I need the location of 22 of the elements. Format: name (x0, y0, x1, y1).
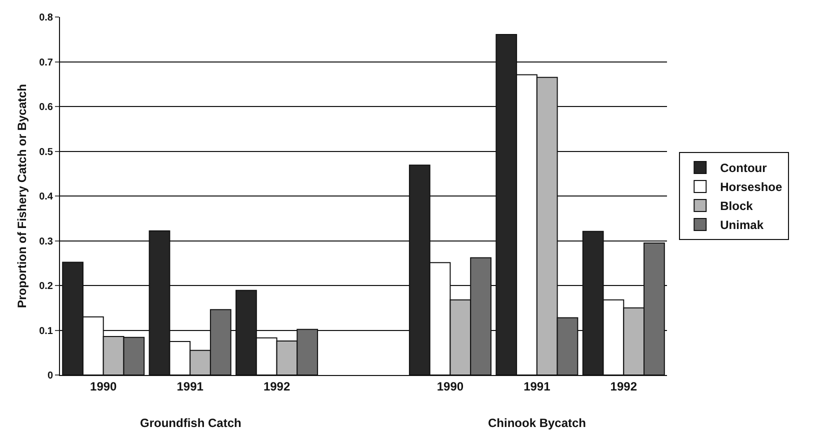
x-tick-label: 1992 (610, 379, 638, 394)
y-tick-label: 0.8 (39, 12, 54, 24)
y-tick-label: 0.4 (39, 192, 54, 202)
text: Chinook Bycatch (488, 416, 586, 430)
x-tick-label: 1992 (263, 379, 290, 394)
y-tick-label: 0.1 (39, 326, 54, 337)
y-tick-label: 0.7 (39, 57, 54, 68)
y-tick-label: 0.5 (39, 146, 54, 158)
y-tick-label: 0.3 (39, 236, 54, 248)
legend-label: Horseshoe (720, 180, 782, 194)
legend-label: Block (720, 199, 754, 214)
x-tick-label: 1990 (436, 379, 464, 394)
y-tick-label: 0.6 (39, 102, 54, 113)
x-tick-label: 1990 (90, 379, 118, 394)
legend-label: Unimak (720, 218, 764, 232)
text: Groundfish Catch (140, 416, 242, 430)
x-tick-label: 1991 (524, 379, 551, 394)
legend-label: Contour (720, 161, 768, 176)
x-tick-label: 1991 (176, 379, 204, 394)
y-tick-label: 0.2 (39, 281, 54, 292)
y-tick-label: 0 (47, 370, 54, 382)
y-axis-title: Proportion of Fishery Catch or Bycatch (15, 84, 29, 308)
